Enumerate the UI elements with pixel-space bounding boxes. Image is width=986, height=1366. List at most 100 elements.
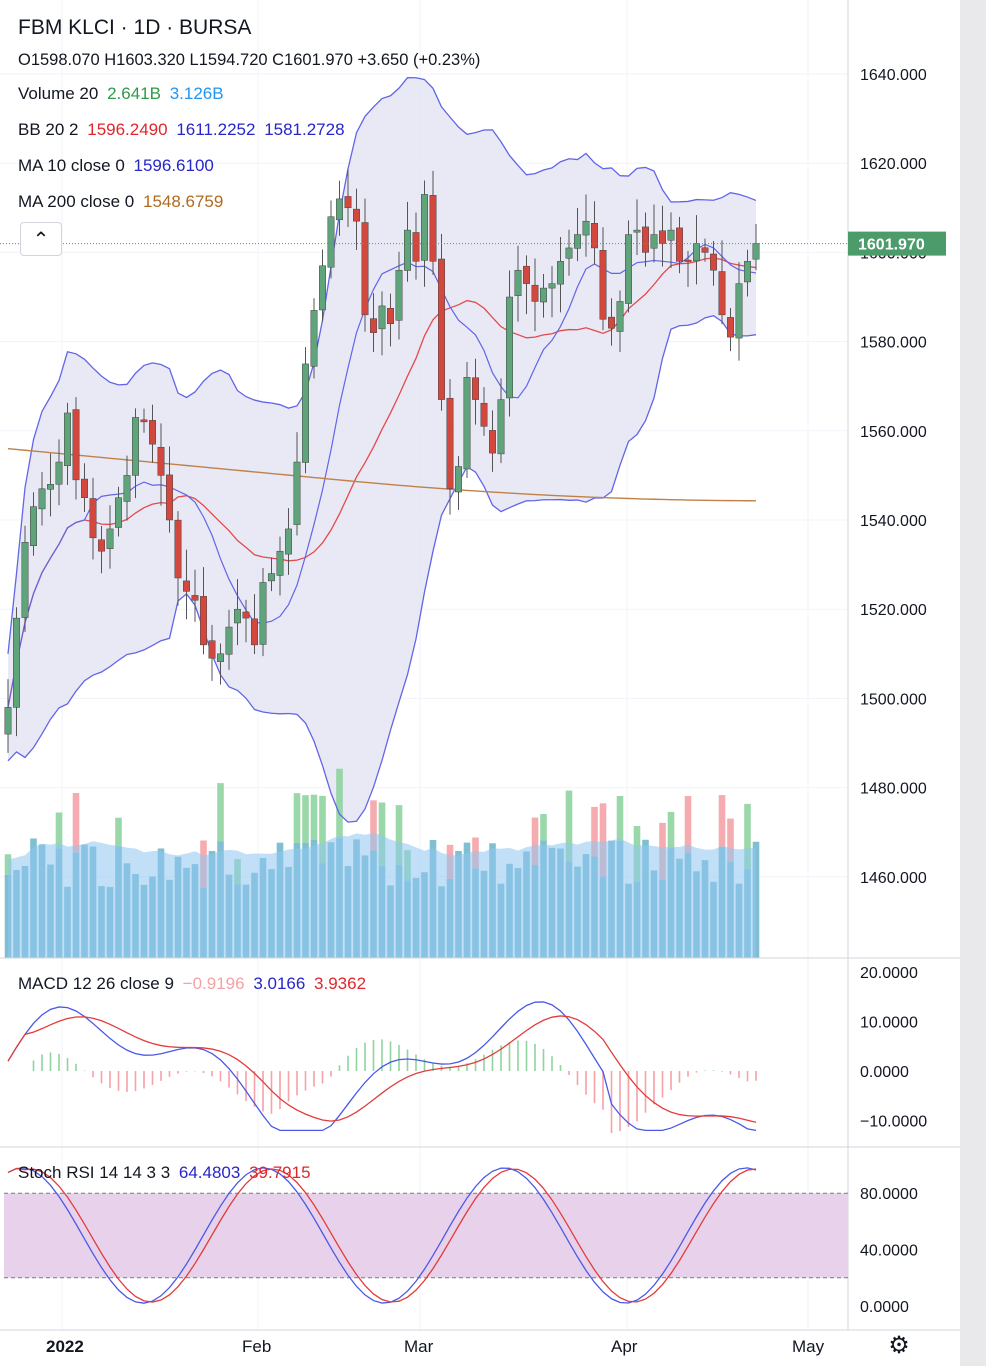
macd-value: 3.0166	[253, 974, 306, 993]
candle-body	[710, 253, 717, 271]
bb-lower-line	[7, 315, 757, 823]
candle-body	[744, 261, 751, 283]
bb-legend-label: BB 20 2	[18, 120, 79, 139]
macd-line	[7, 1001, 757, 1132]
candle-body	[268, 573, 275, 582]
macd-pane	[7, 1001, 757, 1134]
candle-body	[497, 399, 505, 455]
candle-body	[174, 519, 182, 579]
candle-body	[472, 377, 479, 400]
collapse-legend-button[interactable]: ⌃	[20, 222, 62, 256]
volume-spike	[217, 783, 224, 842]
candle-body	[166, 474, 173, 521]
candle-body	[361, 222, 369, 316]
candle-body	[438, 258, 445, 400]
volume-spike	[744, 803, 751, 870]
bollinger-band-fill	[8, 77, 756, 823]
stoch-rsi-band	[4, 1193, 848, 1278]
volume-spike	[591, 806, 598, 857]
candle-body	[429, 195, 437, 262]
candle-body	[370, 318, 377, 333]
candle-body	[557, 261, 564, 285]
candle-body	[752, 243, 760, 260]
macd-tick-label: 0.0000	[860, 1064, 909, 1081]
price-axis: 1640.0001620.0001600.0001580.0001560.000…	[46, 67, 946, 1356]
candle-body	[650, 234, 658, 249]
ma10-legend[interactable]: MA 10 close 0 1596.6100	[18, 156, 218, 176]
macd-legend[interactable]: MACD 12 26 close 9 −0.9196 3.0166 3.9362	[18, 974, 370, 994]
volume-spike	[540, 814, 547, 841]
price-tick-label: 1520.000	[860, 602, 927, 619]
candle-body	[455, 466, 462, 493]
candle-body	[480, 402, 488, 427]
candle-body	[38, 488, 46, 510]
candle-body	[225, 626, 233, 655]
candle-body	[667, 229, 675, 241]
candle-body	[149, 420, 156, 445]
candle-body	[404, 229, 411, 271]
time-tick-label: Apr	[611, 1337, 638, 1356]
macd-legend-label: MACD 12 26 close 9	[18, 974, 174, 993]
volume-spike	[565, 790, 573, 862]
candle-body	[540, 287, 547, 303]
candle-body	[625, 234, 632, 304]
stoch-tick-label: 40.0000	[860, 1243, 918, 1260]
candle-body	[81, 478, 88, 498]
candle-body	[89, 498, 97, 539]
gear-icon: ⚙	[888, 1331, 910, 1359]
candle-body	[582, 220, 590, 236]
macd-tick-label: 10.0000	[860, 1015, 918, 1032]
volume-spike	[115, 817, 122, 847]
candle-body	[30, 506, 37, 546]
stoch-tick-label: 0.0000	[860, 1299, 909, 1316]
volume-value-1: 2.641B	[107, 84, 161, 103]
volume-spike	[531, 817, 539, 865]
volume-ma-area	[8, 833, 756, 958]
time-tick-label: May	[792, 1337, 825, 1356]
macd-signal-line	[7, 1015, 757, 1123]
candle-body	[251, 618, 258, 646]
stoch-rsi-pane	[4, 1167, 848, 1304]
volume-spike	[599, 803, 607, 877]
scrollbar[interactable]	[960, 0, 986, 1366]
volume-bar	[4, 874, 12, 958]
stoch-rsi-legend[interactable]: Stoch RSI 14 14 3 3 64.4803 39.7915	[18, 1163, 315, 1183]
candle-body	[506, 296, 513, 399]
time-tick-label: Feb	[242, 1337, 271, 1356]
volume-legend[interactable]: Volume 20 2.641B 3.126B	[18, 84, 228, 104]
candle-body	[616, 301, 624, 332]
candle-body	[735, 283, 743, 339]
candle-body	[157, 446, 165, 476]
macd-hist-value: −0.9196	[182, 974, 245, 993]
candle-body	[548, 283, 556, 289]
candle-body	[208, 640, 216, 659]
candle-body	[302, 363, 309, 463]
symbol-title[interactable]: FBM KLCI · 1D · BURSA	[18, 16, 252, 39]
volume-spike	[72, 793, 80, 853]
ma10-legend-label: MA 10 close 0	[18, 156, 125, 175]
stoch-d-line	[7, 1167, 757, 1303]
candle-body	[378, 305, 386, 330]
ohlc-readout: O1598.070 H1603.320 L1594.720 C1601.970 …	[18, 51, 481, 69]
candle-body	[285, 528, 292, 555]
candle-body	[353, 208, 360, 222]
candle-body	[217, 653, 224, 662]
volume-spike	[378, 802, 386, 866]
candle-body	[718, 271, 726, 316]
settings-button[interactable]: ⚙	[884, 1330, 914, 1360]
ma10-value: 1596.6100	[133, 156, 214, 175]
volume-value-2: 3.126B	[169, 84, 224, 103]
candle-body	[140, 419, 148, 423]
candle-body	[642, 226, 649, 253]
volume-legend-label: Volume 20	[18, 84, 99, 103]
bb-legend[interactable]: BB 20 2 1596.2490 1611.2252 1581.2728	[18, 120, 349, 140]
ma200-legend[interactable]: MA 200 close 0 1548.6759	[18, 192, 227, 212]
bb-value-basis: 1596.2490	[87, 120, 168, 139]
candle-body	[123, 475, 131, 502]
candle-body	[421, 194, 428, 261]
bb-basis-line	[7, 257, 757, 708]
volume-spike	[310, 794, 318, 840]
price-tick-label: 1580.000	[860, 335, 927, 352]
stoch-rsi-legend-label: Stoch RSI 14 14 3 3	[18, 1163, 171, 1182]
